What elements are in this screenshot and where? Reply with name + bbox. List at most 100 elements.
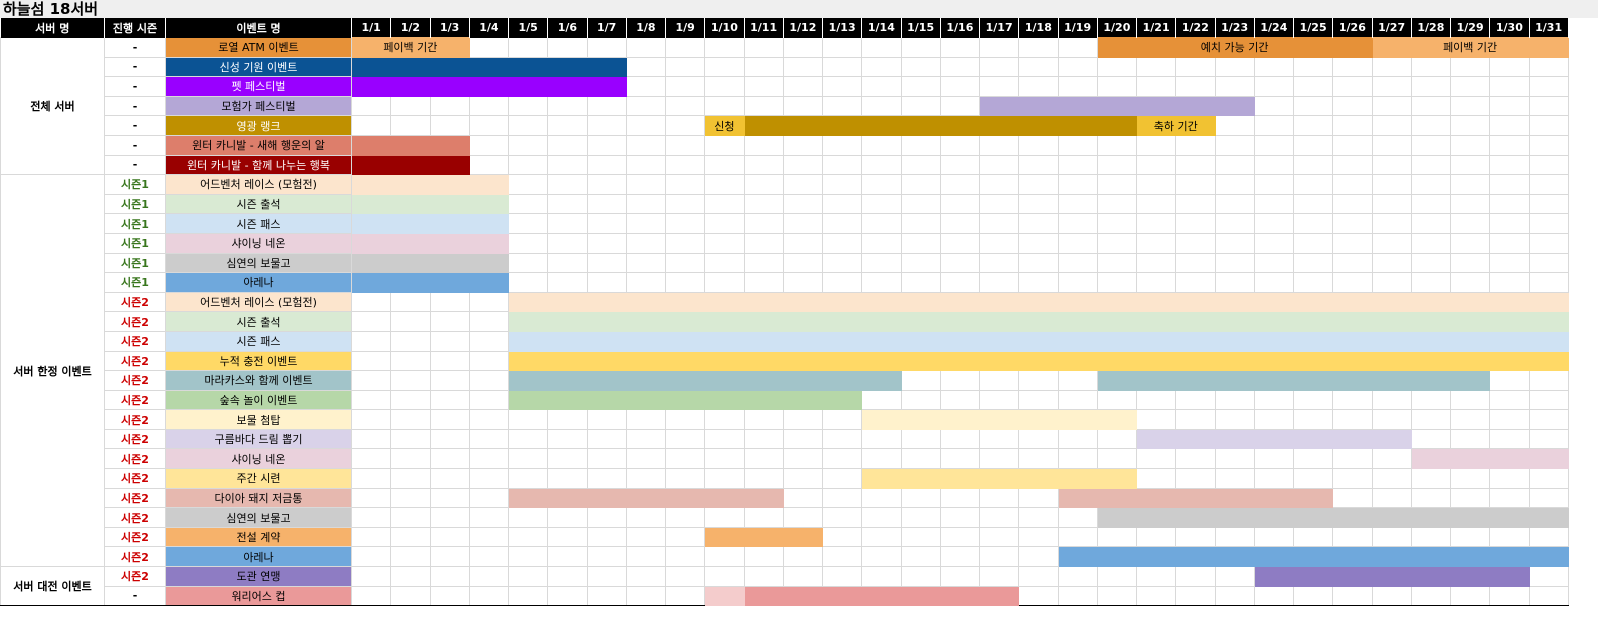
- season-cell[interactable]: 시즌2: [104, 566, 166, 587]
- day-cell[interactable]: [625, 193, 667, 215]
- day-cell[interactable]: [1096, 428, 1138, 450]
- day-cell[interactable]: [743, 95, 784, 117]
- day-cell[interactable]: [900, 154, 941, 176]
- day-cell[interactable]: [782, 56, 824, 78]
- day-cell[interactable]: [1096, 193, 1138, 215]
- season-cell[interactable]: 시즌2: [104, 526, 166, 548]
- server-name[interactable]: 서버 한정 이벤트: [0, 174, 105, 568]
- day-cell[interactable]: [1528, 174, 1569, 195]
- day-cell[interactable]: [978, 154, 1020, 176]
- day-cell[interactable]: [821, 134, 863, 156]
- day-cell[interactable]: [861, 566, 902, 587]
- day-cell[interactable]: [1489, 409, 1530, 430]
- day-cell[interactable]: [900, 428, 941, 450]
- day-cell[interactable]: [1410, 232, 1452, 254]
- day-cell[interactable]: [1449, 468, 1491, 489]
- day-cell[interactable]: [468, 37, 510, 58]
- day-cell[interactable]: [782, 193, 824, 215]
- day-cell[interactable]: [350, 468, 392, 489]
- day-cell[interactable]: [1175, 389, 1216, 411]
- day-cell[interactable]: [1175, 134, 1216, 156]
- day-cell[interactable]: [1018, 487, 1059, 509]
- day-cell[interactable]: [1449, 232, 1491, 254]
- day-cell[interactable]: [704, 409, 745, 430]
- day-cell[interactable]: [1528, 566, 1569, 587]
- day-cell[interactable]: [1449, 56, 1491, 78]
- day-cell[interactable]: [1175, 232, 1216, 254]
- day-cell[interactable]: [743, 468, 784, 489]
- day-cell[interactable]: [861, 213, 902, 234]
- day-cell[interactable]: [429, 526, 470, 548]
- day-cell[interactable]: [1096, 213, 1138, 234]
- day-cell[interactable]: [664, 585, 706, 607]
- day-cell[interactable]: [939, 448, 981, 470]
- event-bar[interactable]: 페이백 기간: [351, 37, 470, 58]
- day-cell[interactable]: [1057, 389, 1098, 411]
- day-cell[interactable]: [468, 330, 510, 352]
- day-cell[interactable]: [429, 468, 470, 489]
- day-cell[interactable]: [1175, 409, 1216, 430]
- day-cell[interactable]: [900, 174, 941, 195]
- day-cell[interactable]: [939, 272, 981, 293]
- day-cell[interactable]: [625, 56, 667, 78]
- event-bar[interactable]: 축하 기간: [1136, 115, 1216, 136]
- day-cell[interactable]: [1292, 232, 1334, 254]
- day-cell[interactable]: [1018, 76, 1059, 97]
- day-cell[interactable]: [704, 252, 745, 274]
- day-cell[interactable]: [1489, 370, 1530, 391]
- day-cell[interactable]: [507, 448, 549, 470]
- day-cell[interactable]: [390, 370, 431, 391]
- day-cell[interactable]: [390, 350, 431, 372]
- day-cell[interactable]: [586, 213, 627, 234]
- day-cell[interactable]: [900, 252, 941, 274]
- day-cell[interactable]: [1214, 409, 1255, 430]
- day-cell[interactable]: [978, 272, 1020, 293]
- season-cell[interactable]: 시즌1: [104, 213, 166, 234]
- day-cell[interactable]: [939, 252, 981, 274]
- day-cell[interactable]: [1214, 213, 1255, 234]
- day-cell[interactable]: [1292, 389, 1334, 411]
- day-cell[interactable]: [1489, 56, 1530, 78]
- day-cell[interactable]: [350, 115, 392, 136]
- day-cell[interactable]: [782, 37, 824, 58]
- day-cell[interactable]: [664, 193, 706, 215]
- day-cell[interactable]: [1292, 526, 1334, 548]
- day-cell[interactable]: [1371, 232, 1412, 254]
- day-cell[interactable]: [1489, 76, 1530, 97]
- day-cell[interactable]: [1135, 389, 1177, 411]
- day-cell[interactable]: [1489, 585, 1530, 607]
- day-cell[interactable]: [1057, 585, 1098, 607]
- day-cell[interactable]: [1253, 76, 1295, 97]
- day-cell[interactable]: [1057, 370, 1098, 391]
- event-bar[interactable]: 페이백 기간: [1371, 37, 1569, 58]
- day-cell[interactable]: [978, 566, 1020, 587]
- day-cell[interactable]: [547, 468, 588, 489]
- day-cell[interactable]: [821, 526, 863, 548]
- day-cell[interactable]: [507, 252, 549, 274]
- day-cell[interactable]: [1135, 134, 1177, 156]
- day-cell[interactable]: [861, 232, 902, 254]
- event-bar[interactable]: [1096, 370, 1491, 391]
- day-cell[interactable]: [1135, 566, 1177, 587]
- day-cell[interactable]: [350, 546, 392, 568]
- day-cell[interactable]: [1057, 566, 1098, 587]
- day-cell[interactable]: [1214, 566, 1255, 587]
- day-cell[interactable]: [861, 448, 902, 470]
- day-cell[interactable]: [664, 37, 706, 58]
- server-name[interactable]: 전체 서버: [0, 36, 105, 176]
- day-cell[interactable]: [1449, 526, 1491, 548]
- day-cell[interactable]: [1018, 134, 1059, 156]
- day-cell[interactable]: [821, 546, 863, 568]
- day-cell[interactable]: [1253, 174, 1295, 195]
- day-cell[interactable]: [1253, 134, 1295, 156]
- day-cell[interactable]: [1410, 174, 1452, 195]
- day-cell[interactable]: [1449, 585, 1491, 607]
- day-cell[interactable]: [664, 76, 706, 97]
- day-cell[interactable]: [429, 95, 470, 117]
- day-cell[interactable]: [1018, 154, 1059, 176]
- day-cell[interactable]: [743, 507, 784, 528]
- day-cell[interactable]: [1018, 272, 1059, 293]
- day-cell[interactable]: [625, 134, 667, 156]
- day-cell[interactable]: [429, 448, 470, 470]
- day-cell[interactable]: [507, 232, 549, 254]
